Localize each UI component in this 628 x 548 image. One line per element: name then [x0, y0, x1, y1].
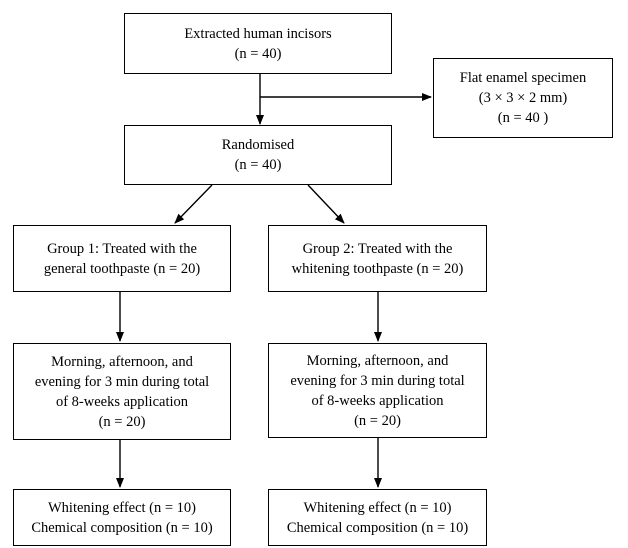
arrow-randomised-to-group2	[308, 185, 344, 223]
group1-box: Group 1: Treated with the general toothp…	[13, 225, 231, 292]
randomised-box: Randomised (n = 40)	[124, 125, 392, 185]
group2-line-1: Group 2: Treated with the	[303, 239, 453, 259]
group2-box: Group 2: Treated with the whitening toot…	[268, 225, 487, 292]
outcome2-line-2: Chemical composition (n = 10)	[287, 518, 468, 538]
protocol2-line-2: evening for 3 min during total	[290, 371, 464, 391]
extracted-line-2: (n = 40)	[235, 44, 282, 64]
group1-line-1: Group 1: Treated with the	[47, 239, 197, 259]
protocol1-line-1: Morning, afternoon, and	[51, 352, 193, 372]
protocol2-line-1: Morning, afternoon, and	[307, 351, 449, 371]
outcome2-box: Whitening effect (n = 10) Chemical compo…	[268, 489, 487, 546]
protocol1-line-2: evening for 3 min during total	[35, 372, 209, 392]
randomised-line-1: Randomised	[222, 135, 295, 155]
arrow-randomised-to-group1	[175, 185, 212, 223]
protocol2-box: Morning, afternoon, and evening for 3 mi…	[268, 343, 487, 438]
protocol2-line-3: of 8-weeks application	[311, 391, 443, 411]
protocol1-box: Morning, afternoon, and evening for 3 mi…	[13, 343, 231, 440]
group2-line-2: whitening toothpaste (n = 20)	[292, 259, 464, 279]
protocol2-line-4: (n = 20)	[354, 411, 401, 431]
outcome2-line-1: Whitening effect (n = 10)	[303, 498, 451, 518]
outcome1-line-1: Whitening effect (n = 10)	[48, 498, 196, 518]
flat-line-1: Flat enamel specimen	[460, 68, 586, 88]
flat-line-2: (3 × 3 × 2 mm)	[479, 88, 567, 108]
group1-line-2: general toothpaste (n = 20)	[44, 259, 200, 279]
flat-specimen-box: Flat enamel specimen (3 × 3 × 2 mm) (n =…	[433, 58, 613, 138]
randomised-line-2: (n = 40)	[235, 155, 282, 175]
flat-line-3: (n = 40 )	[498, 108, 548, 128]
outcome1-line-2: Chemical composition (n = 10)	[31, 518, 212, 538]
outcome1-box: Whitening effect (n = 10) Chemical compo…	[13, 489, 231, 546]
extracted-line-1: Extracted human incisors	[184, 24, 331, 44]
protocol1-line-4: (n = 20)	[99, 412, 146, 432]
protocol1-line-3: of 8-weeks application	[56, 392, 188, 412]
extracted-incisors-box: Extracted human incisors (n = 40)	[124, 13, 392, 74]
